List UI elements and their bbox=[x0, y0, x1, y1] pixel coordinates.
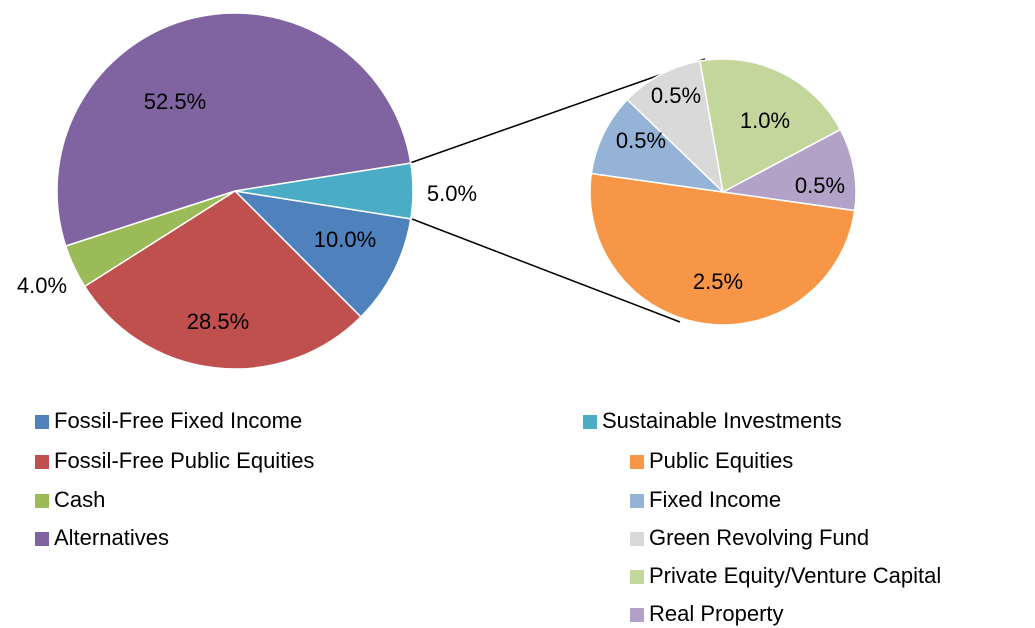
data-label: 10.0% bbox=[314, 227, 376, 252]
legend-label: Fixed Income bbox=[649, 487, 781, 512]
pie-slice bbox=[720, 128, 857, 212]
legend-swatch bbox=[630, 494, 644, 508]
legend-swatch bbox=[630, 455, 644, 469]
pie-slice bbox=[83, 190, 362, 370]
legend-label: Fossil-Free Public Equities bbox=[54, 448, 314, 473]
legend-swatch bbox=[630, 532, 644, 546]
data-label: 52.5% bbox=[144, 89, 206, 114]
legend-swatch bbox=[35, 455, 49, 469]
legend-label: Fossil-Free Fixed Income bbox=[54, 408, 302, 433]
legend-swatch bbox=[35, 415, 49, 429]
legend-label: Real Property bbox=[649, 601, 784, 626]
data-label: 2.5% bbox=[693, 269, 743, 294]
pie-slice bbox=[56, 12, 412, 247]
pie-slice bbox=[589, 172, 856, 326]
data-label: 1.0% bbox=[740, 108, 790, 133]
legend-swatch bbox=[583, 415, 597, 429]
data-label: 0.5% bbox=[651, 83, 701, 108]
connector-line bbox=[411, 218, 681, 323]
pie-slice bbox=[626, 60, 725, 195]
data-label: 0.5% bbox=[616, 128, 666, 153]
legend-label: Cash bbox=[54, 487, 105, 512]
data-label: 0.5% bbox=[795, 173, 845, 198]
legend-label: Public Equities bbox=[649, 448, 793, 473]
legend-swatch bbox=[35, 494, 49, 508]
data-label: 28.5% bbox=[187, 309, 249, 334]
legend-label: Alternatives bbox=[54, 525, 169, 550]
pie-slice bbox=[234, 162, 414, 220]
pie-slice bbox=[232, 189, 412, 318]
legend-swatch bbox=[35, 532, 49, 546]
legend-swatch bbox=[630, 570, 644, 584]
legend-label: Green Revolving Fund bbox=[649, 525, 869, 550]
data-label: 4.0% bbox=[17, 273, 67, 298]
data-label: 5.0% bbox=[427, 181, 477, 206]
legend-label: Private Equity/Venture Capital bbox=[649, 563, 941, 588]
legend-label: Sustainable Investments bbox=[602, 408, 842, 433]
pie-slice bbox=[590, 98, 726, 194]
pie-slice bbox=[699, 58, 842, 194]
legend-swatch bbox=[630, 608, 644, 622]
